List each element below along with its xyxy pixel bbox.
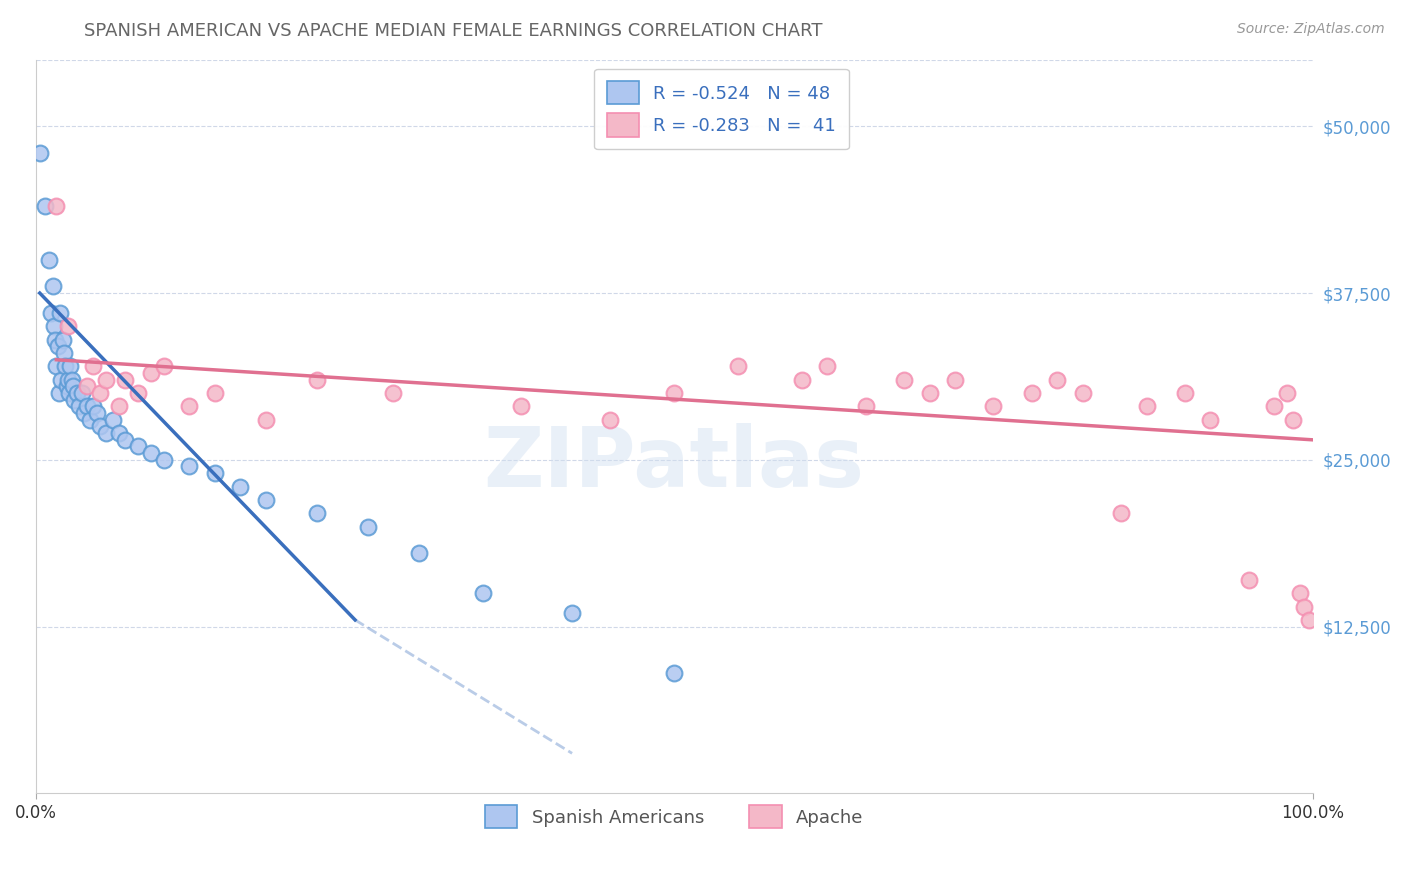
Point — [1046, 373, 1069, 387]
Point — [204, 466, 226, 480]
Point — [305, 373, 328, 387]
Point — [63, 392, 86, 407]
Point — [79, 413, 101, 427]
Point — [66, 386, 89, 401]
Point — [179, 459, 201, 474]
Point — [179, 400, 201, 414]
Point — [62, 379, 84, 393]
Point — [41, 279, 63, 293]
Point — [94, 426, 117, 441]
Point — [664, 386, 686, 401]
Point — [59, 359, 82, 374]
Point — [893, 373, 915, 387]
Point — [127, 386, 149, 401]
Point — [983, 400, 1005, 414]
Point — [1135, 400, 1157, 414]
Point — [38, 252, 60, 267]
Point — [1199, 413, 1222, 427]
Point — [76, 400, 98, 414]
Point — [1282, 413, 1305, 427]
Point — [42, 319, 65, 334]
Point — [127, 440, 149, 454]
Point — [790, 373, 813, 387]
Point — [815, 359, 838, 374]
Point — [599, 413, 621, 427]
Point — [39, 306, 62, 320]
Point — [204, 386, 226, 401]
Point — [1275, 386, 1298, 401]
Point — [49, 306, 72, 320]
Point — [1292, 599, 1315, 614]
Point — [52, 333, 75, 347]
Point — [56, 373, 79, 387]
Point — [44, 333, 66, 347]
Point — [139, 366, 162, 380]
Point — [108, 400, 131, 414]
Point — [58, 386, 80, 401]
Point — [89, 419, 111, 434]
Point — [70, 386, 93, 401]
Point — [67, 400, 90, 414]
Point — [855, 400, 877, 414]
Point — [45, 359, 67, 374]
Point — [108, 426, 131, 441]
Point — [73, 406, 96, 420]
Text: ZIPatlas: ZIPatlas — [484, 423, 865, 504]
Point — [727, 359, 749, 374]
Point — [152, 359, 174, 374]
Point — [1288, 586, 1310, 600]
Text: Source: ZipAtlas.com: Source: ZipAtlas.com — [1237, 22, 1385, 37]
Point — [101, 413, 124, 427]
Point — [1174, 386, 1197, 401]
Point — [1237, 573, 1260, 587]
Point — [46, 339, 69, 353]
Point — [82, 400, 104, 414]
Point — [1071, 386, 1094, 401]
Point — [229, 479, 252, 493]
Point — [305, 506, 328, 520]
Point — [139, 446, 162, 460]
Point — [382, 386, 405, 401]
Point — [510, 400, 533, 414]
Point — [94, 373, 117, 387]
Point — [76, 379, 98, 393]
Point — [55, 379, 77, 393]
Point — [1109, 506, 1132, 520]
Point — [471, 586, 494, 600]
Point — [114, 433, 136, 447]
Point — [53, 359, 76, 374]
Point — [1263, 400, 1285, 414]
Point — [48, 386, 70, 401]
Point — [254, 413, 277, 427]
Point — [664, 666, 686, 681]
Point — [56, 319, 79, 334]
Point — [86, 406, 108, 420]
Point — [254, 492, 277, 507]
Point — [114, 373, 136, 387]
Point — [34, 199, 56, 213]
Point — [60, 373, 83, 387]
Point — [1021, 386, 1043, 401]
Point — [45, 199, 67, 213]
Point — [152, 453, 174, 467]
Point — [918, 386, 941, 401]
Text: SPANISH AMERICAN VS APACHE MEDIAN FEMALE EARNINGS CORRELATION CHART: SPANISH AMERICAN VS APACHE MEDIAN FEMALE… — [84, 22, 823, 40]
Point — [28, 146, 51, 161]
Point — [51, 373, 73, 387]
Point — [561, 606, 583, 620]
Point — [357, 519, 380, 533]
Point — [408, 546, 430, 560]
Point — [943, 373, 966, 387]
Point — [53, 346, 76, 360]
Legend: Spanish Americans, Apache: Spanish Americans, Apache — [478, 798, 870, 836]
Point — [89, 386, 111, 401]
Point — [82, 359, 104, 374]
Point — [1298, 613, 1320, 627]
